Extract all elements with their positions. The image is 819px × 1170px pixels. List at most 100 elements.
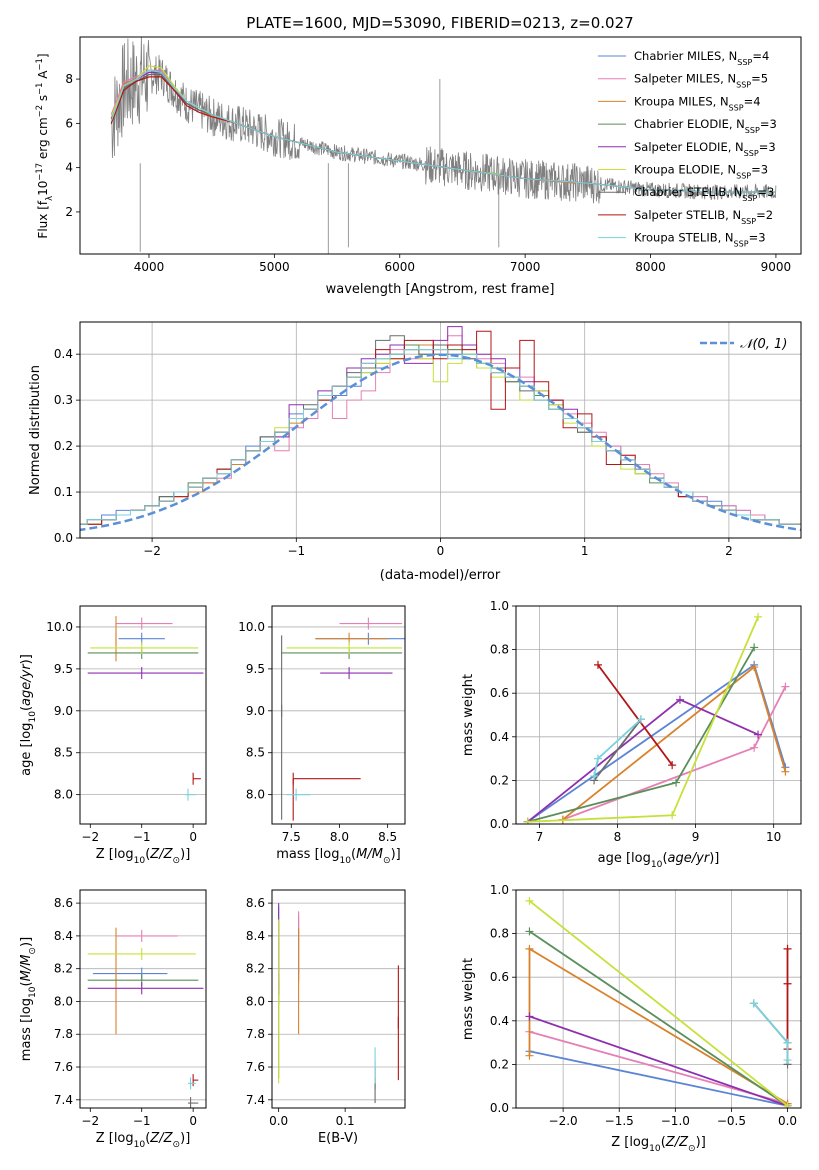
y-tick-label: 9.0 bbox=[246, 704, 265, 718]
weight-marker bbox=[783, 979, 792, 988]
y-tick-label: 7.6 bbox=[246, 1060, 265, 1074]
y-tick-label: 2 bbox=[65, 205, 73, 219]
errorbars bbox=[87, 616, 204, 801]
y-tick-label: 1.0 bbox=[490, 883, 509, 897]
y-tick-label: 8.4 bbox=[54, 929, 73, 943]
x-tick-label: −1.5 bbox=[605, 1114, 634, 1128]
x-tick-label: 7.5 bbox=[282, 830, 301, 844]
weight-marker bbox=[750, 663, 759, 672]
y-tick-label: 1.0 bbox=[490, 599, 509, 613]
mass-vs-metallicity-panel: −2 −1 0 7.4 7.6 7.8 8.0 8.2 8.4 8.6 Z [log10(Z/Z⊙)… bbox=[19, 889, 207, 1150]
weight-marker bbox=[675, 695, 684, 704]
y-tick-label: 8.0 bbox=[54, 788, 73, 802]
age-vs-mass-panel: 7.5 8.0 8.5 8.0 8.5 9.0 9.5 10.0 mass [log10(M/M… bbox=[238, 605, 406, 866]
y-tick-label: 8 bbox=[65, 72, 73, 86]
plot-frame bbox=[515, 889, 802, 1109]
legend-entry: Chabrier STELIB, NSSP=3 bbox=[634, 185, 774, 203]
x-axis-label: age [log10(age/yr)] bbox=[598, 851, 720, 870]
y-tick-label: 7.4 bbox=[246, 1093, 265, 1107]
weight-line bbox=[562, 665, 787, 821]
y-tick-label: 0.0 bbox=[490, 817, 509, 831]
weight-marker bbox=[749, 999, 758, 1008]
normal-legend-label: 𝒩(0, 1) bbox=[740, 337, 787, 352]
weight-marker bbox=[525, 1012, 534, 1021]
x-tick-label: 7000 bbox=[510, 260, 541, 274]
y-tick-label: 8.0 bbox=[246, 788, 265, 802]
weight-line bbox=[528, 930, 789, 1107]
weight-marker bbox=[672, 778, 681, 787]
weight-marker bbox=[750, 643, 759, 652]
x-tick-label: −1 bbox=[133, 1114, 151, 1128]
weight-line bbox=[562, 686, 787, 821]
x-tick-label: 0 bbox=[437, 544, 445, 558]
histogram-legend: 𝒩(0, 1) bbox=[700, 337, 787, 352]
spectrum-x-axis-label: wavelength [Angstrom, rest frame] bbox=[326, 282, 555, 297]
x-tick-label: −2 bbox=[143, 544, 161, 558]
y-tick-label: 8.2 bbox=[54, 962, 73, 976]
weight-marker bbox=[525, 1051, 534, 1060]
weight-marker bbox=[593, 754, 602, 763]
plot-frame bbox=[79, 889, 207, 1109]
weight-marker bbox=[783, 1038, 792, 1047]
model-line-salpeter-miles bbox=[110, 69, 576, 184]
y-axis-label: age [log10(age/yr)] bbox=[19, 654, 38, 776]
errorbars bbox=[278, 903, 399, 1104]
x-axis-label: mass [log10(M/M⊙)] bbox=[276, 847, 400, 866]
histogram-steps bbox=[80, 326, 801, 532]
plot-frame bbox=[515, 605, 802, 825]
y-tick-label: 0.8 bbox=[490, 643, 509, 657]
y-tick-label: 10.0 bbox=[238, 620, 265, 634]
y-tick-label: 8.0 bbox=[54, 994, 73, 1008]
x-tick-label: 6000 bbox=[384, 260, 415, 274]
y-tick-label: 0.4 bbox=[54, 347, 73, 361]
plot-frame bbox=[79, 321, 802, 539]
y-tick-label: 9.5 bbox=[246, 662, 265, 676]
weight-marker bbox=[590, 772, 599, 781]
y-axis-label: mass weight bbox=[461, 674, 476, 756]
x-tick-label: 0.0 bbox=[269, 1114, 288, 1128]
weight-marker bbox=[783, 1101, 792, 1108]
x-tick-label: 5000 bbox=[259, 260, 290, 274]
x-axis-label: Z [log10(Z/Z⊙)] bbox=[96, 847, 191, 866]
residual-histogram-panel: −2 −1 0 1 2 0.0 0.1 0.2 0.3 0.4 (data-model)/erro… bbox=[28, 321, 802, 583]
weight-marker bbox=[783, 944, 792, 953]
y-tick-label: 8.5 bbox=[54, 746, 73, 760]
weight-marker bbox=[593, 660, 602, 669]
y-tick-label: 0.4 bbox=[490, 1014, 509, 1028]
spectrum-lines bbox=[110, 37, 777, 254]
y-tick-label: 7.8 bbox=[246, 1027, 265, 1041]
legend-entry: Kroupa ELODIE, NSSP=3 bbox=[634, 163, 768, 181]
y-tick-label: 7.8 bbox=[54, 1027, 73, 1041]
x-tick-label: 8.5 bbox=[378, 830, 397, 844]
model-line-kroupa-stelib bbox=[110, 69, 776, 193]
y-tick-label: 8.0 bbox=[246, 994, 265, 1008]
weight-marker bbox=[754, 612, 763, 621]
spectrum-panel: PLATE=1600, MJD=53090, FIBERID=0213, z=0… bbox=[34, 14, 802, 297]
y-tick-label: 10.0 bbox=[46, 620, 73, 634]
weight-line bbox=[753, 1002, 789, 1060]
x-tick-label: 4000 bbox=[134, 260, 165, 274]
weight-lines bbox=[525, 896, 792, 1108]
y-tick-label: 0.2 bbox=[54, 439, 73, 453]
x-tick-label: 0.0 bbox=[778, 1114, 797, 1128]
mass-weight-vs-age-panel: 7 8 9 10 0.0 0.2 0.4 0.6 0.8 1.0 age [log10(age/yr… bbox=[461, 599, 802, 870]
x-tick-label: 0 bbox=[189, 830, 197, 844]
plot-frame bbox=[271, 889, 406, 1109]
histogram-x-axis-label: (data-model)/error bbox=[380, 568, 501, 583]
normal-curve bbox=[80, 353, 801, 532]
weight-line bbox=[528, 900, 789, 1107]
x-tick-label: 7 bbox=[536, 830, 544, 844]
y-tick-label: 0.4 bbox=[490, 730, 509, 744]
x-tick-label: 1 bbox=[581, 544, 589, 558]
x-tick-label: −2 bbox=[81, 830, 99, 844]
x-tick-label: −2 bbox=[81, 1114, 99, 1128]
y-tick-label: 0.6 bbox=[490, 970, 509, 984]
y-tick-label: 0.3 bbox=[54, 393, 73, 407]
x-axis-label: Z [log10(Z/Z⊙)] bbox=[611, 1135, 706, 1154]
x-tick-label: 0 bbox=[189, 1114, 197, 1128]
age-vs-metallicity-panel: −2 −1 0 8.0 8.5 9.0 9.5 10.0 Z [log10(Z/Z⊙)] age … bbox=[19, 605, 207, 866]
y-tick-label: 0.8 bbox=[490, 927, 509, 941]
spectrum-title: PLATE=1600, MJD=53090, FIBERID=0213, z=0… bbox=[246, 14, 633, 32]
x-tick-label: −1 bbox=[287, 544, 305, 558]
